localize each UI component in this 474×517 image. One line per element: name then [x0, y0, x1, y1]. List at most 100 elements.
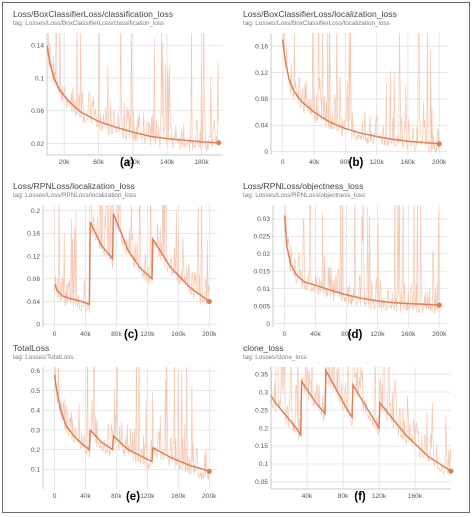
x-tick-label: 120k — [140, 331, 155, 338]
raw-series-line — [47, 33, 220, 151]
panel-d: 0 0.005 0.01 0.015 0.02 0.025 0.03 0 40k 80k 120k 1… — [241, 181, 467, 346]
panel-d-title: Loss/RPNLoss/objectness_loss — [243, 181, 364, 191]
y-tick-label: 0.12 — [27, 253, 40, 260]
panel-b-plot: 0 0.04 0.08 0.12 0.16 0 40k 80k 120k 160k 200k — [255, 33, 447, 166]
panel-c-plot: 0 0.04 0.08 0.12 0.16 0.2 0 40k 80k 120k 160k 200k — [27, 205, 217, 338]
y-tick-label: 0.04 — [255, 123, 268, 130]
y-tick-label: 0.14 — [31, 43, 44, 50]
x-tick-label: 100k — [126, 159, 141, 166]
x-tick-label: 80k — [338, 493, 349, 500]
panel-a-title: Loss/BoxClassifierLoss/classification_lo… — [13, 9, 174, 19]
series-end-point — [206, 468, 212, 474]
y-tick-label: 0.01 — [257, 286, 270, 293]
panel-d-caption: (d) — [347, 329, 363, 341]
x-tick-label: 20k — [59, 159, 70, 166]
y-tick-label: 0.15 — [255, 443, 268, 450]
y-tick-label: 0.35 — [255, 371, 268, 378]
panel-e-title: TotalLoss — [13, 343, 50, 353]
x-tick-label: 80k — [111, 493, 122, 500]
x-tick-label: 140k — [160, 159, 175, 166]
y-tick-label: 0.02 — [31, 141, 44, 148]
x-tick-label: 80k — [111, 331, 122, 338]
y-tick-label: 0.06 — [31, 108, 44, 115]
x-tick-label: 120k — [369, 159, 384, 166]
y-tick-label: 0.1 — [259, 461, 268, 468]
smoothed-series-line — [271, 367, 451, 472]
panel-f-plot: 0.05 0.1 0.15 0.2 0.25 0.3 0.35 40k 80k 120k 160k — [255, 367, 454, 500]
panel-f-title: clone_loss — [243, 343, 284, 353]
smoothed-series-line — [283, 215, 440, 306]
y-tick-label: 0.6 — [31, 368, 40, 375]
y-tick-label: 0.025 — [253, 234, 270, 241]
x-tick-label: 40k — [80, 493, 91, 500]
panel-d-plot: 0 0.005 0.01 0.015 0.02 0.025 0.03 0 40k 80k 120k 1… — [253, 205, 447, 338]
y-tick-label: 0.015 — [253, 269, 270, 276]
y-tick-label: 0.2 — [259, 425, 268, 432]
x-tick-label: 0 — [53, 493, 57, 500]
panel-a-plot: 0.02 0.06 0.1 0.14 20k 60k 100k 140k 180k — [31, 33, 223, 166]
x-tick-label: 180k — [194, 159, 209, 166]
y-tick-label: 0.05 — [255, 479, 268, 486]
y-tick-label: 0.3 — [31, 427, 40, 434]
x-tick-label: 120k — [140, 493, 155, 500]
x-tick-label: 40k — [302, 493, 313, 500]
x-tick-label: 200k — [202, 331, 217, 338]
panel-e-plot: 0.1 0.2 0.3 0.4 0.5 0.6 0 40k 80k 120k 160k 200k — [31, 367, 217, 500]
y-tick-label: 0.25 — [255, 407, 268, 414]
y-tick-label: 0.5 — [31, 388, 40, 395]
y-tick-label: 0.2 — [31, 208, 40, 215]
y-tick-label: 0.16 — [255, 43, 268, 50]
y-tick-label: 0 — [36, 321, 40, 328]
panel-a: 0.02 0.06 0.1 0.14 20k 60k 100k 140k 180k Loss/B… — [11, 9, 237, 174]
x-tick-label: 160k — [401, 159, 416, 166]
y-tick-label: 0.1 — [35, 75, 44, 82]
x-tick-label: 160k — [401, 331, 416, 338]
x-tick-label: 0 — [283, 331, 287, 338]
panel-f-caption: (f) — [354, 491, 366, 503]
raw-series-line — [271, 367, 451, 476]
panel-f-tag: tag: Losses/clone_loss — [243, 354, 307, 361]
y-tick-label: 0.03 — [257, 216, 270, 223]
y-tick-label: 0 — [266, 321, 270, 328]
panel-b-tag: tag: Losses/Loss/BoxClassifierLoss/local… — [243, 20, 390, 27]
y-tick-label: 0.12 — [255, 70, 268, 77]
panel-e: 0.1 0.2 0.3 0.4 0.5 0.6 0 40k 80k 120k 160k 200k To… — [11, 343, 237, 508]
y-tick-label: 0.4 — [31, 408, 40, 415]
x-tick-label: 120k — [372, 493, 387, 500]
smoothed-series-line — [53, 213, 210, 306]
series-end-point — [448, 468, 454, 474]
x-tick-label: 160k — [408, 493, 423, 500]
panel-b: 0 0.04 0.08 0.12 0.16 0 40k 80k 120k 160k 200k Los… — [241, 9, 467, 174]
panel-c-title: Loss/RPNLoss/localization_loss — [13, 181, 135, 191]
raw-series-line — [54, 367, 210, 481]
panel-e-caption: (e) — [125, 491, 141, 503]
x-tick-label: 80k — [340, 159, 351, 166]
raw-series-line — [54, 205, 210, 313]
panel-a-caption: (a) — [119, 157, 135, 169]
smoothed-series-line — [47, 45, 219, 144]
x-tick-label: 60k — [93, 159, 104, 166]
panel-b-caption: (b) — [348, 157, 364, 169]
y-tick-label: 0.3 — [259, 389, 268, 396]
panel-c-caption: (c) — [123, 329, 139, 341]
y-tick-label: 0.2 — [31, 447, 40, 454]
y-tick-label: 0.04 — [27, 299, 40, 306]
panel-b-title: Loss/BoxClassifierLoss/localization_loss — [243, 9, 397, 19]
x-tick-label: 0 — [281, 159, 285, 166]
y-tick-label: 0 — [264, 149, 268, 156]
y-tick-label: 0.16 — [27, 231, 40, 238]
x-tick-label: 200k — [432, 159, 447, 166]
panel-d-tag: tag: Losses/Loss/RPNLoss/objectness_loss — [243, 192, 366, 199]
raw-series-line — [282, 33, 440, 154]
smoothed-series-line — [281, 39, 440, 145]
series-end-point — [216, 140, 222, 146]
y-tick-label: 0.1 — [31, 467, 40, 474]
raw-series-line — [285, 205, 440, 315]
x-tick-label: 0 — [53, 331, 57, 338]
y-tick-label: 0.005 — [253, 303, 270, 310]
panel-c-tag: tag: Losses/Loss/RPNLoss/localization_lo… — [13, 192, 137, 199]
figure-frame: 0.02 0.06 0.1 0.14 20k 60k 100k 140k 180k Loss/B… — [2, 2, 470, 513]
x-tick-label: 200k — [432, 331, 447, 338]
x-tick-label: 160k — [171, 493, 186, 500]
y-tick-label: 0.08 — [27, 276, 40, 283]
